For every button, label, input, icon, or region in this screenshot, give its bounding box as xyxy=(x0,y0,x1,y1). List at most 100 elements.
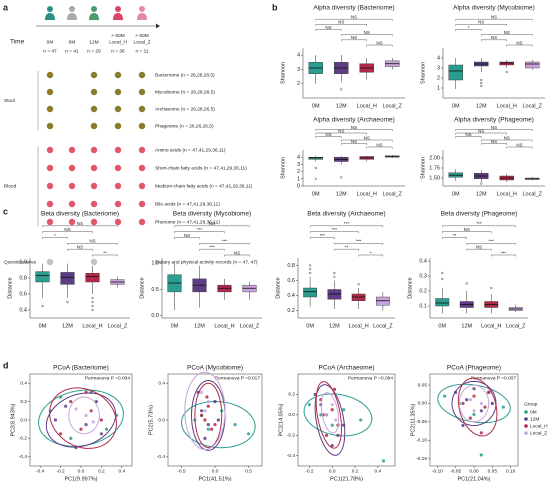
sample-dot xyxy=(46,182,54,190)
x-tick-label: Local_H xyxy=(497,103,517,109)
person-icon-body xyxy=(137,13,147,20)
sample-dot xyxy=(114,88,122,96)
y-tick-label: 0.4 xyxy=(158,380,165,386)
x-tick-label: 0.0 xyxy=(78,468,85,474)
sample-dot xyxy=(46,71,54,79)
chart-title: Alpha diversity (Archaeome) xyxy=(313,117,395,124)
sample-dot xyxy=(90,182,98,190)
x-tick-label: 0M xyxy=(312,191,320,197)
scatter-point xyxy=(59,395,63,399)
significance-label: NS xyxy=(209,221,215,226)
scatter-point xyxy=(210,427,214,431)
legend-label: Local_Z xyxy=(530,430,547,436)
plot-frame xyxy=(297,373,396,467)
confidence-ellipse xyxy=(457,377,498,437)
scatter-point xyxy=(99,432,103,436)
section-label: Blood xyxy=(4,183,17,189)
box-outlier xyxy=(66,300,69,304)
scatter-point xyxy=(342,423,346,427)
significance-label: NS xyxy=(491,125,497,130)
x-axis-title: PC1(9.997%) xyxy=(64,476,97,482)
x-tick-label: 0M xyxy=(39,323,47,329)
x-tick-label: 12M xyxy=(476,191,487,197)
box-outlier xyxy=(357,283,360,286)
x-tick-label: 12M xyxy=(476,103,487,109)
y-tick-label: 0.0 xyxy=(151,313,159,319)
x-axis-title: PC1(21.04%) xyxy=(457,476,490,482)
person-icon-body xyxy=(67,13,77,20)
scatter-point xyxy=(479,401,483,406)
confidence-ellipse xyxy=(320,392,340,434)
scatter-point xyxy=(59,432,63,436)
significance-bracket xyxy=(506,146,533,149)
scatter-point xyxy=(233,423,237,427)
legend-swatch xyxy=(524,410,528,414)
x-tick-label: -0.2 xyxy=(56,468,65,474)
legend-label: 12M xyxy=(530,416,539,422)
y-axis-title: Shannon xyxy=(420,157,426,179)
y-tick-label: 3 xyxy=(437,65,440,71)
sample-dot xyxy=(46,105,54,113)
y-tick-label: 1.0 xyxy=(151,261,159,267)
significance-bracket xyxy=(481,34,533,37)
scatter-point xyxy=(84,390,88,394)
significance-label: *** xyxy=(320,233,326,238)
y-axis-title: PC2(5.73%) xyxy=(148,405,154,435)
box-outlier xyxy=(480,84,483,88)
box-outlier xyxy=(41,304,44,308)
scatter-point xyxy=(53,418,58,422)
legend-label: Local_H xyxy=(530,423,548,429)
chart-title: PCoA (Archaeome) xyxy=(319,365,375,372)
significance-bracket xyxy=(334,248,359,251)
chart-title: PCoA (Bacteriome) xyxy=(53,365,109,372)
person-icon-body xyxy=(45,13,55,20)
significance-bracket xyxy=(334,243,384,245)
scatter-point xyxy=(307,403,312,407)
sample-dot xyxy=(46,146,54,154)
significance-bracket xyxy=(42,231,93,234)
sample-dot xyxy=(114,182,122,190)
x-tick-label: Local_H xyxy=(357,103,377,109)
significance-label: NS xyxy=(234,250,240,255)
sample-dot xyxy=(114,122,122,130)
significance-label: NS xyxy=(338,128,344,133)
annotation: Permanova P =0.007 xyxy=(471,375,516,381)
box-outlier xyxy=(333,275,336,278)
scatter-point xyxy=(472,387,476,391)
scatter-point xyxy=(199,390,204,394)
significance-bracket xyxy=(506,44,533,47)
scatter-point xyxy=(203,418,207,422)
box-outlier xyxy=(314,177,317,180)
scatter-point xyxy=(330,408,334,412)
significance-bracket xyxy=(466,243,516,245)
significance-label: NS xyxy=(364,135,370,140)
box-body xyxy=(525,61,540,69)
significance-bracket xyxy=(67,243,118,245)
significance-label: NS xyxy=(491,15,497,20)
x-tick-label: 12M xyxy=(461,323,472,329)
y-tick-label: 0.5 xyxy=(151,287,159,293)
y-tick-label: 3 xyxy=(297,67,300,73)
significance-label: NS xyxy=(351,125,357,130)
significance-bracket xyxy=(92,254,118,257)
scatter-point xyxy=(313,392,317,397)
significance-bracket xyxy=(442,237,467,239)
confidence-ellipse xyxy=(315,381,342,449)
significance-label: NS xyxy=(516,40,522,45)
confidence-ellipse xyxy=(190,379,226,451)
row-label: Bacteriome (n = 26,28,28,5) xyxy=(155,72,215,78)
y-tick-label: 0.4 xyxy=(20,380,27,386)
significance-bracket xyxy=(309,225,384,228)
legend-swatch xyxy=(524,424,528,428)
x-tick-label: Local_H xyxy=(214,323,234,329)
significance-label: NS xyxy=(516,142,522,147)
sample-dot xyxy=(114,146,122,154)
chart-title: Beta diversity (Mycobiome) xyxy=(173,211,251,218)
x-tick-label: Local_H xyxy=(82,323,102,329)
significance-bracket xyxy=(42,225,118,228)
sample-dot xyxy=(68,146,76,154)
person-icon-head xyxy=(47,6,53,12)
box-body xyxy=(499,61,514,66)
y-tick-label: -0.4 xyxy=(287,453,296,459)
y-tick-label: 2.00 xyxy=(429,155,440,161)
